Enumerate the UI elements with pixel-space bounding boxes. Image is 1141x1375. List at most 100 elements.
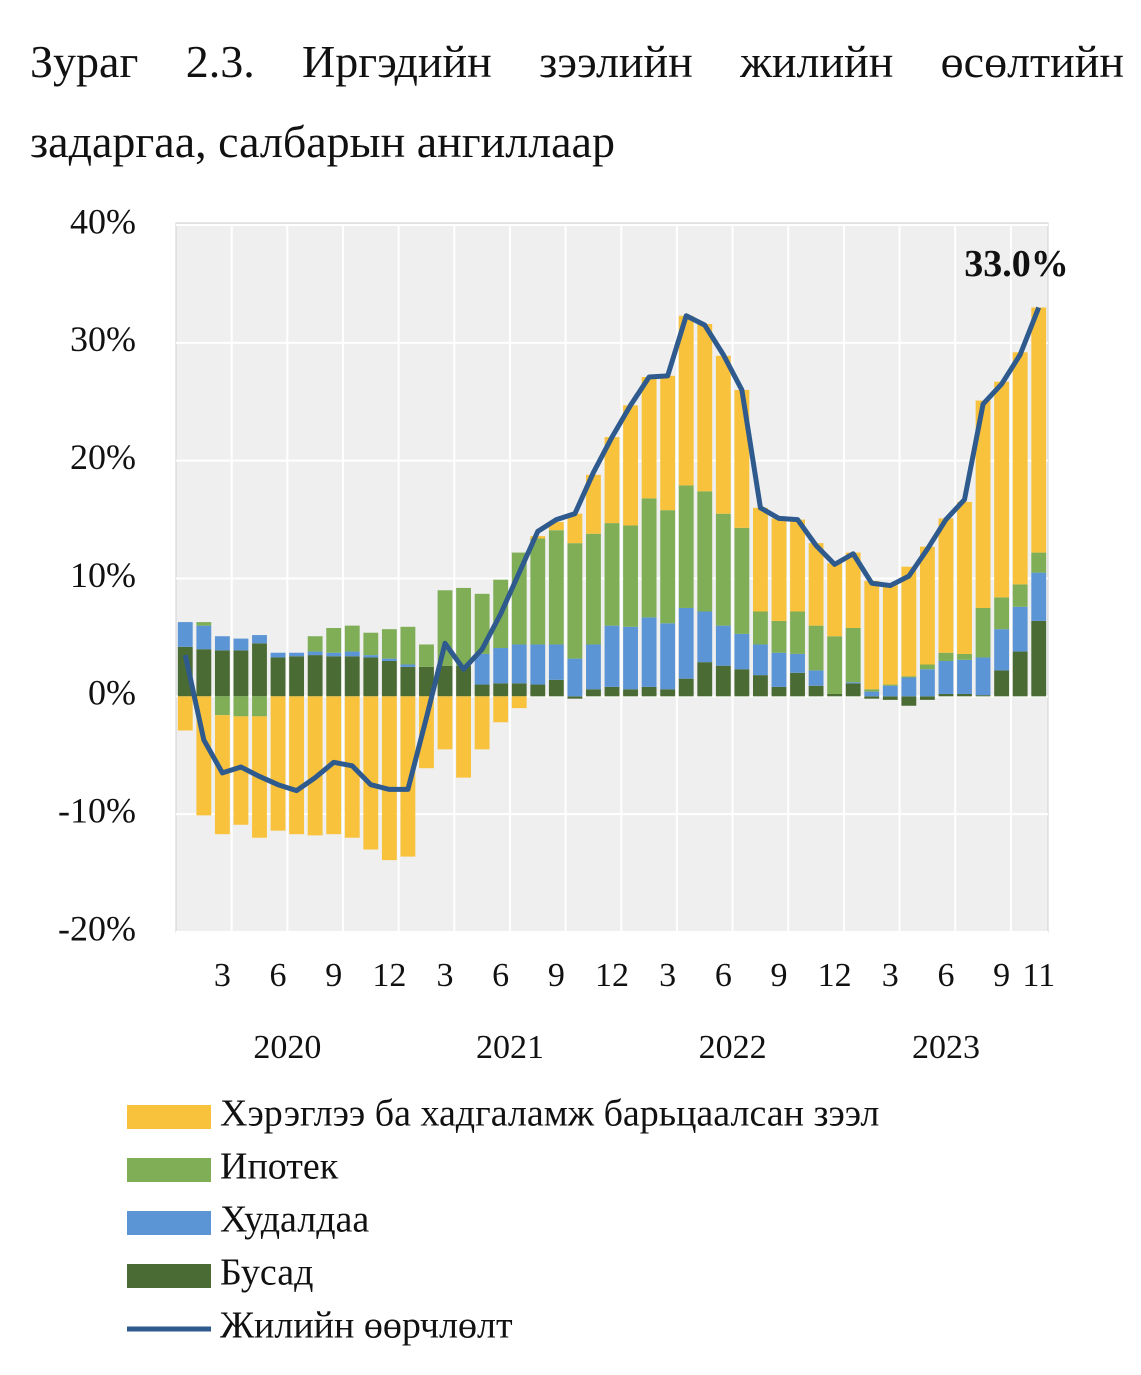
bar-segment [604,625,620,687]
legend-swatch [127,1105,211,1129]
bar-segment [344,656,360,697]
y-tick-label: 30% [70,319,136,359]
bar-segment [938,652,954,661]
bar-segment [901,676,917,678]
bar-segment [419,644,434,667]
bar-segment [975,400,991,608]
bar-segment [214,696,230,716]
y-tick-label: 0% [88,673,136,713]
bar-segment [400,666,416,697]
bar-segment [1031,620,1047,697]
bar-segment [567,513,583,544]
x-tick-label: 9 [548,957,565,994]
y-tick-label: 20% [70,437,136,477]
bar-segment [252,635,267,644]
bar-segment [771,518,787,621]
bar-segment [975,657,991,696]
bar-segment [957,653,972,660]
value-label: 33.0% [964,243,1069,285]
x-tick-label: 6 [270,957,287,994]
bar-segment [177,696,193,731]
bar-segment [808,625,824,671]
bar-segment [753,611,768,645]
year-label: 2020 [253,1029,321,1066]
x-tick-label: 9 [770,957,787,994]
legend-label: Бусад [220,1252,313,1294]
bar-segment [919,546,935,665]
bar-segment [1012,584,1028,607]
bar-segment [363,696,379,850]
y-tick-label: 10% [70,555,136,595]
bar-segment [604,523,620,626]
bar-segment [808,543,824,626]
bar-segment [901,566,917,677]
bar-segment [753,507,768,612]
bar-segment [307,655,323,697]
bar-segment [790,672,805,697]
bar-segment [864,689,880,692]
bar-segment [697,491,713,612]
bar-segment [289,652,305,657]
bar-segment [289,656,305,697]
bar-segment [344,651,360,657]
legend-label: Хэрэглээ ба хадгаламж барьцаалсан зээл [220,1093,879,1135]
bar-segment [641,498,657,618]
bar-segment [400,626,416,665]
x-tick-label: 3 [882,957,899,994]
bar-segment [660,689,676,697]
bar-segment [381,696,397,861]
bar-segment [1012,651,1028,697]
bar-segment [344,625,360,652]
bar-segment [845,683,861,697]
bar-segment [882,696,898,700]
bar-segment [660,510,676,624]
x-tick-label: 6 [492,957,509,994]
y-tick-label: 40% [70,201,136,241]
bar-segment [456,587,471,666]
x-tick-label: 9 [993,957,1010,994]
bar-segment [233,696,249,717]
bar-segment [678,485,694,608]
legend-label: Жилийн өөрчлөлт [220,1305,513,1347]
bar-segment [456,696,471,778]
bar-segment [957,501,972,654]
bar-segment [270,657,286,697]
bar-segment [363,655,379,658]
bar-segment [252,643,267,697]
bar-segment [715,513,731,626]
legend-swatch [127,1211,211,1235]
bar-segment [548,679,564,697]
bar-segment [678,315,694,486]
bar-segment [882,685,898,697]
bar-segment [604,437,620,524]
bar-segment [177,646,193,697]
bar-segment [771,686,787,697]
bar-segment [660,623,676,690]
bar-segment [827,693,843,697]
bar-segment [938,660,954,694]
bar-segment [196,622,212,626]
bar-segment [1031,572,1047,621]
bar-segment [456,665,471,697]
bar-segment [400,696,416,857]
bar-segment [511,696,527,709]
y-tick-label: -20% [58,908,136,948]
bar-segment [307,651,323,656]
bar-segment [734,527,750,634]
bar-segment [864,696,880,699]
x-tick-label: 12 [372,957,406,994]
bar-segment [771,620,787,653]
bar-segment [196,625,212,650]
bar-segment [734,633,750,670]
bar-segment [511,683,527,697]
bar-segment [808,685,824,697]
bar-segment [586,644,601,690]
bar-segment [363,657,379,697]
legend-label: Ипотек [220,1146,339,1188]
year-label: 2021 [476,1029,544,1066]
bar-segment [845,627,861,683]
bar-segment [270,652,286,658]
bar-segment [994,597,1010,630]
bar-segment [975,607,991,658]
x-tick-label: 9 [325,957,342,994]
